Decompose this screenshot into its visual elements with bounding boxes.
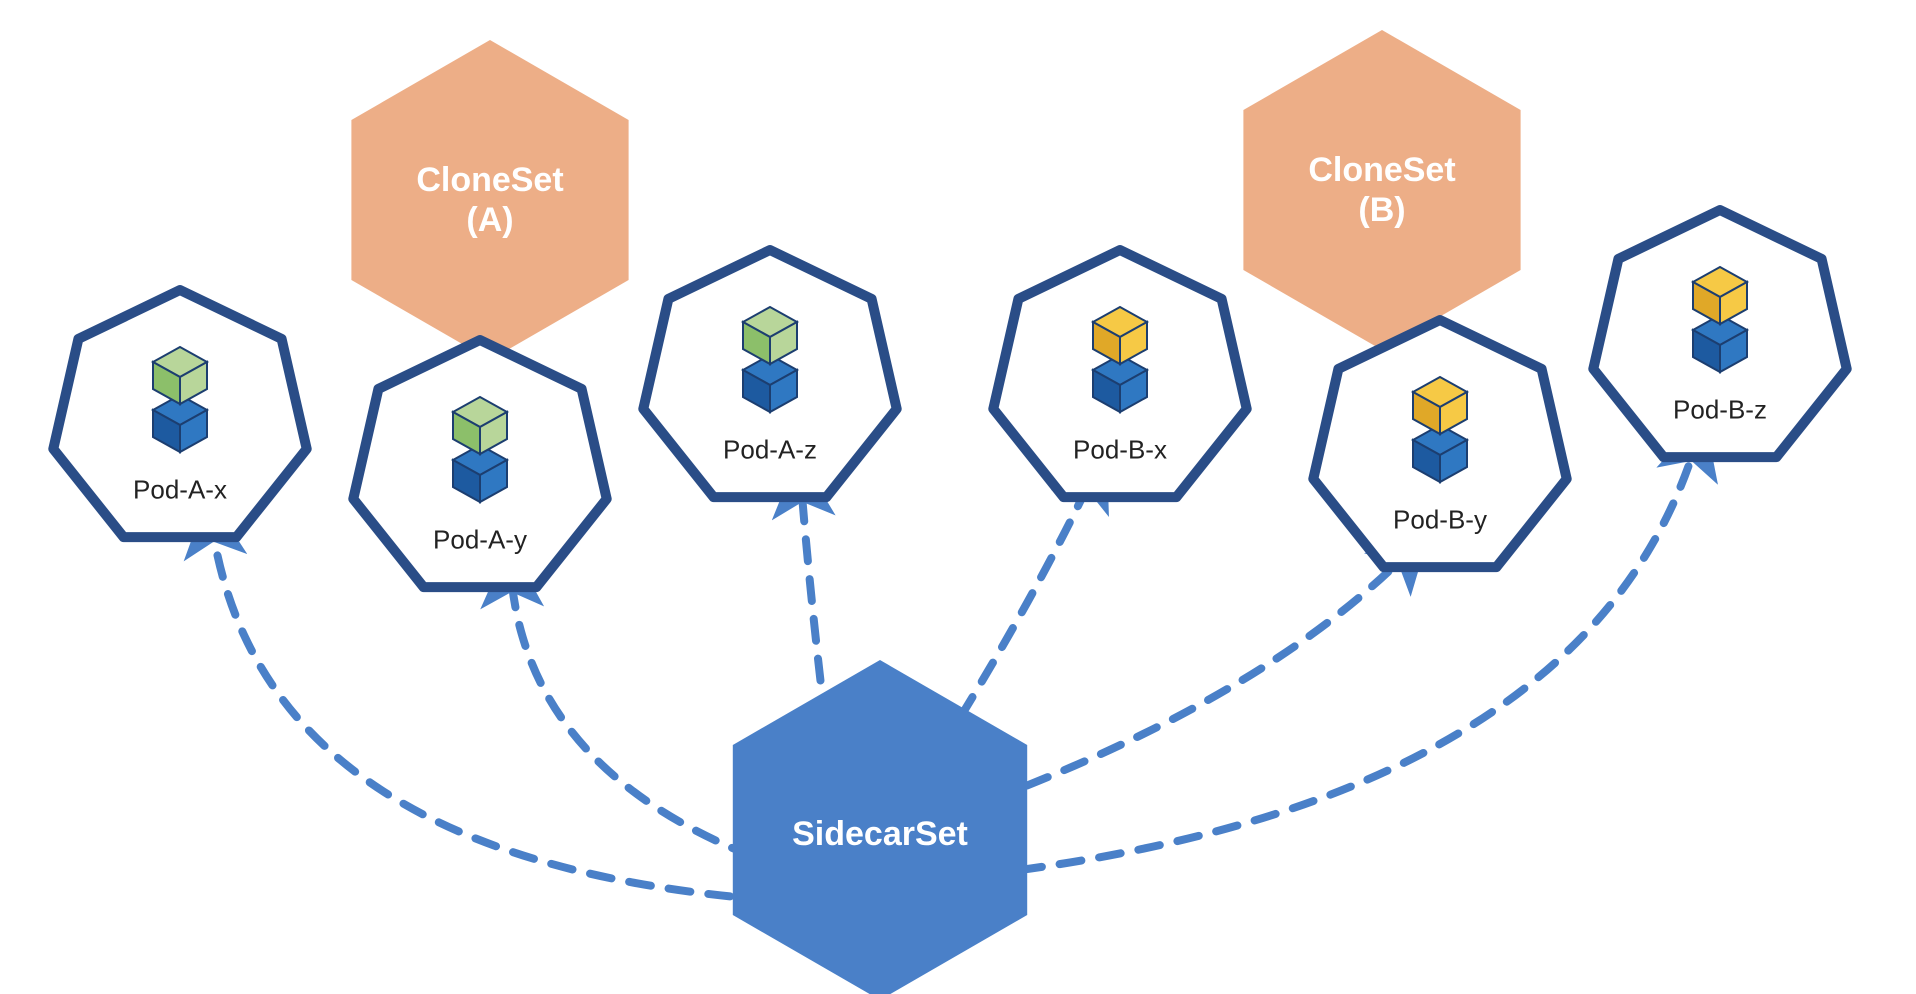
pod-a-x: Pod-A-x [53,290,306,537]
sidecar-layer: SidecarSet [733,660,1027,994]
sidecarset: SidecarSet [733,660,1027,994]
pod-a-y-label: Pod-A-y [433,524,527,554]
cloneset-a: CloneSet(A) [351,40,628,360]
pod-b-x: Pod-B-x [993,250,1246,497]
pod-a-x-label: Pod-A-x [133,474,227,504]
pod-b-z: Pod-B-z [1593,210,1846,457]
pod-a-z: Pod-A-z [643,250,896,497]
pod-b-z-label: Pod-B-z [1673,394,1767,424]
arrow-to-pod-b-y [990,540,1420,800]
pods-layer: Pod-A-x Pod-A-y Pod-A-z Pod-B-x Pod-B-y Pod-B… [53,210,1846,587]
sidecarset-diagram: CloneSet(A)CloneSet(B) Pod-A-xPod-A-yPod… [0,0,1916,994]
clonesets-layer: CloneSet(A)CloneSet(B) [351,30,1520,360]
pod-a-z-label: Pod-A-z [723,434,817,464]
cloneset-a-label-line1: CloneSet [416,161,563,199]
sidecarset-label: SidecarSet [792,815,968,853]
cloneset-b-label-line1: CloneSet [1308,151,1455,189]
cloneset-b-label-line2: (B) [1358,191,1405,229]
cloneset-a-label-line2: (A) [466,201,513,239]
pod-b-y: Pod-B-y [1313,320,1566,567]
cloneset-b: CloneSet(B) [1243,30,1520,350]
pod-a-y: Pod-A-y [353,340,606,587]
arrow-to-pod-b-x [940,460,1100,750]
pod-b-y-label: Pod-B-y [1393,504,1487,534]
pod-b-x-label: Pod-B-x [1073,434,1167,464]
